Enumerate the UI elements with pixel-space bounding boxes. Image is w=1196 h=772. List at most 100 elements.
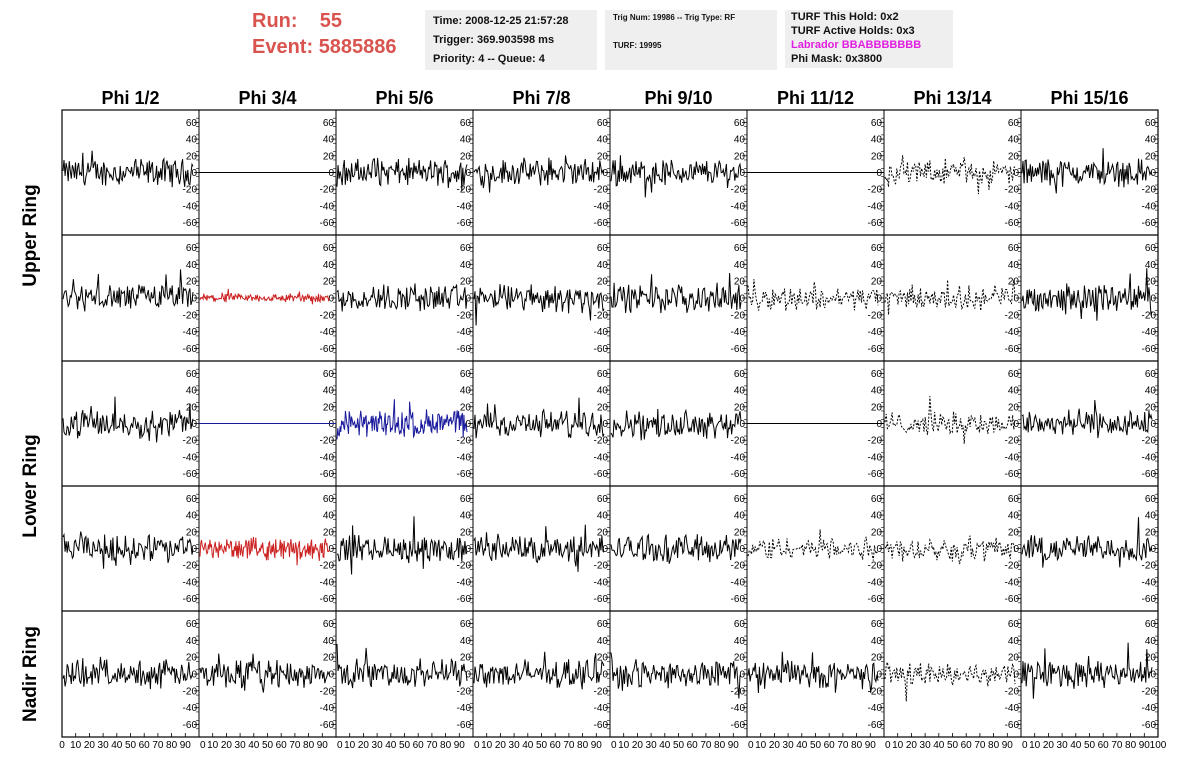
x-tick-label: 40 xyxy=(111,740,123,751)
x-tick-label: 30 xyxy=(1057,740,1069,751)
y-tick-label: 0 xyxy=(1150,168,1156,179)
y-tick-label: -60 xyxy=(1142,344,1157,355)
y-tick-label: -60 xyxy=(457,344,472,355)
x-tick-label: 70 xyxy=(974,740,986,751)
y-tick-label: -20 xyxy=(594,686,609,697)
x-tick-label: 50 xyxy=(536,740,548,751)
y-tick-label: 60 xyxy=(460,619,472,630)
y-tick-label: -20 xyxy=(457,185,472,196)
x-tick-label: 40 xyxy=(659,740,671,751)
y-tick-label: -60 xyxy=(320,344,335,355)
y-tick-label: -20 xyxy=(183,436,198,447)
y-tick-label: 0 xyxy=(876,670,882,681)
waveform-trace xyxy=(62,396,194,443)
waveform-trace xyxy=(473,524,605,572)
event-label: Event: xyxy=(252,36,314,58)
x-tick-label: 50 xyxy=(947,740,959,751)
y-tick-label: 40 xyxy=(460,636,472,647)
waveform-trace xyxy=(1021,517,1153,568)
y-tick-label: 0 xyxy=(1150,670,1156,681)
y-tick-label: 40 xyxy=(186,636,198,647)
y-tick-label: -40 xyxy=(183,201,198,212)
y-tick-label: 20 xyxy=(323,527,335,538)
y-tick-label: 40 xyxy=(186,386,198,397)
phi-mask-text: Phi Mask: 0x3800 xyxy=(791,53,883,65)
waveform-trace xyxy=(1021,268,1153,321)
waveform-trace xyxy=(747,529,879,561)
y-tick-label: 0 xyxy=(328,294,334,305)
y-tick-label: -20 xyxy=(1142,185,1157,196)
x-tick-label: 0 xyxy=(611,740,617,751)
y-tick-label: 60 xyxy=(1145,118,1157,129)
y-tick-label: 60 xyxy=(734,494,746,505)
y-tick-label: -40 xyxy=(183,703,198,714)
y-tick-label: 40 xyxy=(1008,135,1020,146)
y-tick-label: -20 xyxy=(320,686,335,697)
y-tick-label: 0 xyxy=(1013,168,1019,179)
y-tick-label: -40 xyxy=(1005,703,1020,714)
y-tick-label: -60 xyxy=(1005,594,1020,605)
y-tick-label: 20 xyxy=(597,527,609,538)
column-title: Phi 15/16 xyxy=(1050,88,1128,108)
waveform-trace xyxy=(610,155,742,198)
x-tick-label: 20 xyxy=(84,740,96,751)
y-tick-label: 0 xyxy=(191,670,197,681)
y-tick-label: 60 xyxy=(1008,243,1020,254)
y-tick-label: -60 xyxy=(594,344,609,355)
waveform-trace xyxy=(884,535,1016,565)
x-tick-label: 50 xyxy=(399,740,411,751)
y-tick-label: -20 xyxy=(183,686,198,697)
y-tick-label: 20 xyxy=(1145,402,1157,413)
x-tick-label: 0 xyxy=(885,740,891,751)
y-tick-label: 60 xyxy=(1008,369,1020,380)
x-tick-label: 60 xyxy=(413,740,425,751)
y-tick-label: -40 xyxy=(868,452,883,463)
y-tick-label: -20 xyxy=(457,561,472,572)
waveform-trace xyxy=(336,283,468,312)
x-tick-label: 80 xyxy=(303,740,315,751)
y-tick-label: 0 xyxy=(191,168,197,179)
y-tick-label: 60 xyxy=(323,619,335,630)
y-tick-label: 60 xyxy=(871,118,883,129)
x-tick-label: 90 xyxy=(1139,740,1151,751)
waveform-trace xyxy=(610,533,742,564)
waveform-trace xyxy=(610,272,742,314)
y-tick-label: 60 xyxy=(597,369,609,380)
waveform-trace xyxy=(62,656,194,690)
y-tick-label: -40 xyxy=(457,201,472,212)
x-tick-label: 20 xyxy=(906,740,918,751)
y-tick-label: 40 xyxy=(597,511,609,522)
y-tick-label: -40 xyxy=(457,577,472,588)
y-tick-label: 60 xyxy=(1008,619,1020,630)
x-tick-label: 50 xyxy=(810,740,822,751)
labrador-text: Labrador BBABBBBBBB xyxy=(791,39,922,51)
y-tick-label: 20 xyxy=(460,653,472,664)
y-tick-label: 60 xyxy=(1145,619,1157,630)
x-tick-label: 70 xyxy=(700,740,712,751)
y-tick-label: 40 xyxy=(323,511,335,522)
y-tick-label: -60 xyxy=(731,594,746,605)
y-tick-label: 20 xyxy=(871,277,883,288)
y-tick-label: -20 xyxy=(731,310,746,321)
x-tick-label: 60 xyxy=(276,740,288,751)
waveform-trace xyxy=(1021,399,1153,439)
y-tick-label: 40 xyxy=(871,636,883,647)
y-tick-label: -60 xyxy=(183,218,198,229)
y-tick-label: 60 xyxy=(186,494,198,505)
waveform-trace xyxy=(610,408,742,441)
y-tick-label: 40 xyxy=(597,260,609,271)
x-tick-label: 30 xyxy=(646,740,658,751)
y-tick-label: -40 xyxy=(457,703,472,714)
y-tick-label: -60 xyxy=(457,469,472,480)
y-tick-label: 40 xyxy=(734,260,746,271)
x-tick-label: 40 xyxy=(385,740,397,751)
y-tick-label: -60 xyxy=(731,344,746,355)
y-tick-label: 0 xyxy=(191,544,197,555)
y-tick-label: 0 xyxy=(1150,419,1156,430)
x-tick-label: 60 xyxy=(687,740,699,751)
y-tick-label: -60 xyxy=(731,218,746,229)
y-tick-label: 60 xyxy=(186,369,198,380)
y-tick-label: 0 xyxy=(328,670,334,681)
y-tick-label: 20 xyxy=(1145,527,1157,538)
waveform-trace xyxy=(610,652,742,699)
